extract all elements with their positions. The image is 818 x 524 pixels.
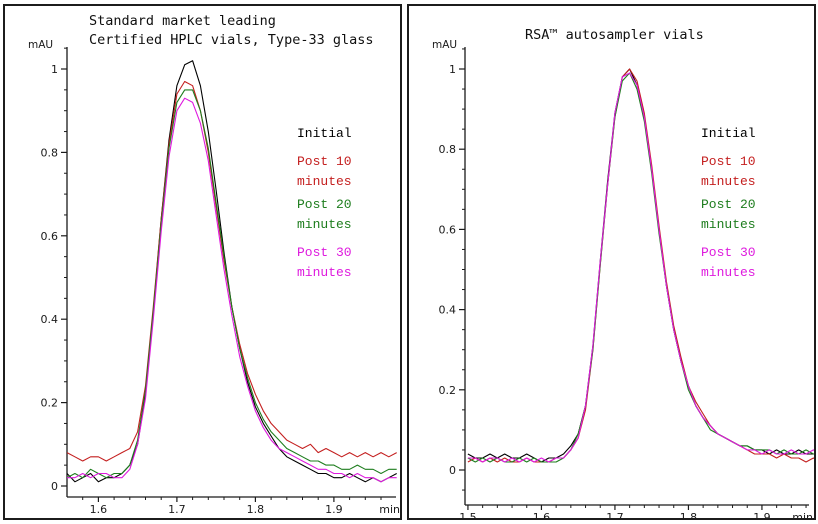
x-tick-label: 1.6 (90, 503, 108, 516)
y-tick-label: 0.4 (41, 313, 59, 326)
y-tick-label: 0.2 (439, 384, 457, 397)
x-axis-unit-label: min (792, 511, 813, 518)
x-tick-label: 1.8 (247, 503, 265, 516)
y-tick-label: 0 (51, 480, 58, 493)
trace-post-20-minutes (66, 89, 397, 479)
y-tick-label: 0 (449, 464, 456, 477)
x-tick-label: 1.7 (606, 511, 624, 518)
y-tick-label: 0.8 (439, 143, 457, 156)
chart-title: RSA™ autosampler vials (525, 26, 704, 45)
y-tick-label: 0.6 (41, 230, 59, 243)
y-tick-label: 0.6 (439, 223, 457, 236)
trace-post-30-minutes (67, 97, 397, 483)
chart-title-line: Certified HPLC vials, Type-33 glass (89, 32, 374, 48)
chromatogram-plot: 0 0.2 0.4 0.6 0.8 1 1.6 1.7 1.8 1.9 min (41, 47, 400, 516)
x-tick-label: 1.6 (533, 511, 551, 518)
x-tick-label: 1.9 (753, 511, 771, 518)
trace-initial (467, 68, 814, 463)
trace-post-20-minutes (467, 72, 814, 463)
y-tick-label: 0.8 (41, 146, 59, 159)
chart-panel-standard-vials: Standard market leading Certified HPLC vi… (3, 4, 402, 520)
trace-post-10-minutes (66, 80, 397, 462)
y-axis-unit-label: mAU (432, 39, 458, 51)
x-tick-label: 1.8 (680, 511, 698, 518)
x-tick-label: 1.9 (325, 503, 343, 516)
chart-panel-rsa-vials: RSA™ autosampler vials mAU 0 0.2 0.4 0.6 0.8… (407, 4, 816, 520)
trace-post-10-minutes (467, 68, 814, 463)
chart-title-line: Standard market leading (89, 13, 276, 29)
x-tick-label: 1.7 (168, 503, 186, 516)
y-tick-label: 1 (449, 63, 456, 76)
y-tick-label: 0.2 (41, 397, 59, 410)
x-tick-label: 1.5 (459, 511, 477, 518)
y-axis-unit-label: mAU (28, 39, 54, 51)
chart-title-line: RSA™ autosampler vials (525, 27, 704, 43)
chart-title: Standard market leading Certified HPLC vi… (89, 12, 373, 50)
trace-initial (66, 60, 397, 483)
y-tick-label: 1 (51, 63, 58, 76)
x-axis-unit-label: min (379, 503, 400, 516)
chromatogram-plot: 0 0.2 0.4 0.6 0.8 1 1.5 1.6 1.7 1.8 1.9 min (439, 47, 814, 518)
y-tick-label: 0.4 (439, 304, 457, 317)
trace-post-30-minutes (467, 72, 814, 463)
